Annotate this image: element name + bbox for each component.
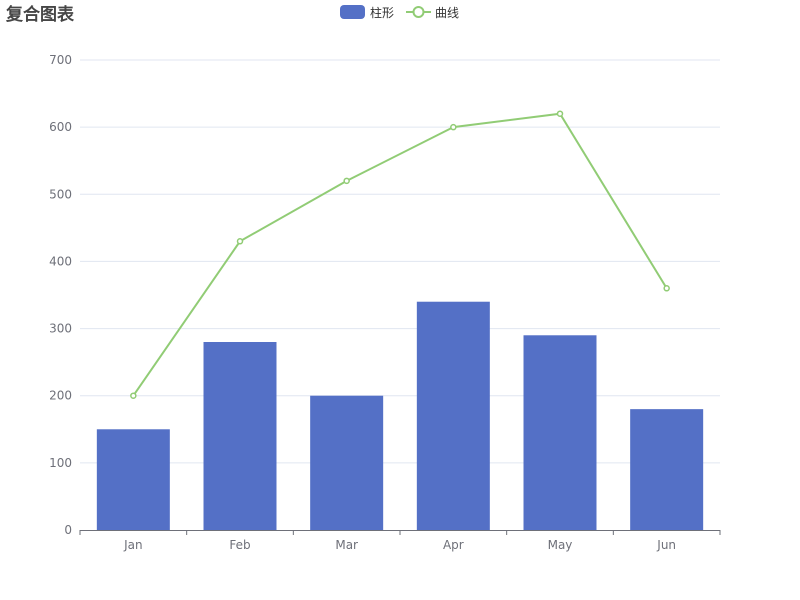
bar [310,395,384,530]
bar [416,301,490,530]
legend-line-label[interactable]: 曲线 [435,6,459,20]
line-point [556,110,564,117]
x-tick-label: May [548,538,573,552]
grid-lines [80,59,720,464]
y-tick-label: 400 [49,254,72,268]
legend-line-marker [412,6,425,18]
y-axis: 0 100 200 300 400 500 600 700 [49,53,72,537]
line-point [663,285,670,292]
y-tick-label: 200 [49,389,72,403]
x-axis: Jan Feb Mar Apr May Jun [79,530,721,552]
legend: 柱形 曲线 [340,5,459,20]
y-tick-label: 700 [49,53,72,67]
y-tick-label: 500 [49,187,72,201]
legend-bar-label[interactable]: 柱形 [370,5,394,20]
bar [203,342,277,530]
line-point [450,123,457,131]
x-tick-label: Jun [656,538,676,552]
x-tick-label: Mar [335,538,358,552]
line-point [236,238,244,245]
y-tick-label: 100 [49,456,72,470]
line-point [130,392,137,399]
bar [523,335,597,530]
line-series [130,110,670,399]
series-line [132,112,668,397]
x-tick-label: Feb [229,538,250,552]
y-tick-label: 300 [49,322,72,336]
line-point [343,177,350,185]
bar-series [96,301,704,530]
chart-title: 复合图表 [5,4,75,25]
x-tick-label: Jan [123,538,143,552]
bar [630,409,704,530]
bar [96,429,170,530]
y-tick-label: 0 [64,523,72,537]
y-tick-label: 600 [49,120,72,134]
legend-bar-swatch[interactable] [340,5,365,19]
x-tick-label: Apr [443,538,464,552]
